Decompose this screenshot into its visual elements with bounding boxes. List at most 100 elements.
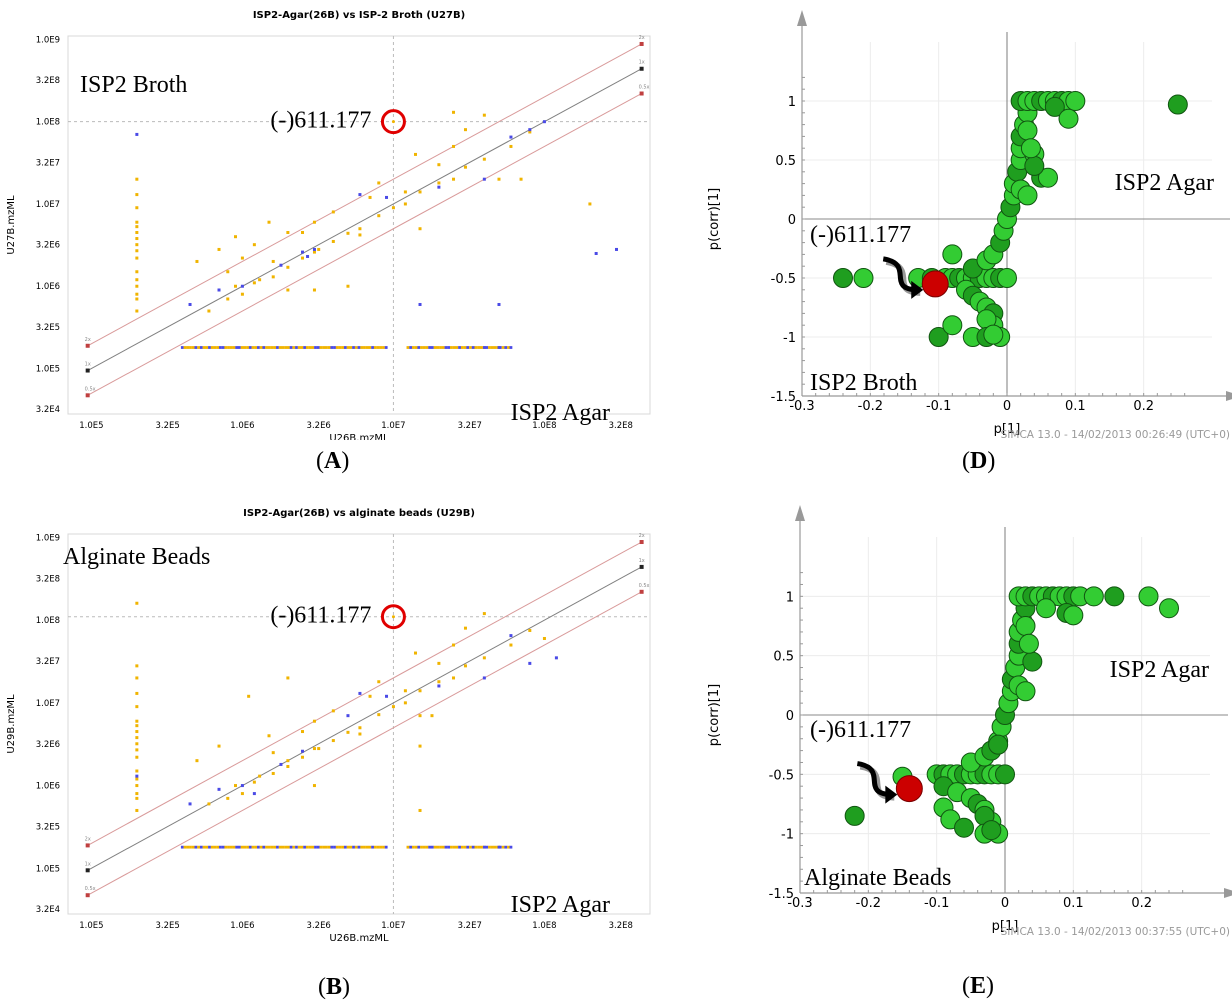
data-point (226, 796, 230, 800)
data-point (194, 346, 198, 349)
data-point (135, 664, 139, 668)
reference-marker (85, 393, 90, 398)
corner-label-bottom-left: ISP2 Broth (810, 370, 917, 396)
data-point (928, 327, 949, 347)
data-point (346, 845, 350, 849)
data-point (365, 845, 369, 849)
data-point (240, 784, 244, 788)
data-point (466, 845, 470, 849)
data-point (265, 845, 268, 849)
data-point (331, 709, 335, 713)
data-point (295, 346, 298, 349)
highlight-point (921, 270, 949, 298)
data-point (213, 845, 217, 849)
data-point (346, 714, 350, 718)
data-point (135, 730, 139, 734)
data-point (509, 144, 513, 148)
data-point (135, 774, 139, 778)
data-point (474, 845, 478, 849)
data-point (469, 845, 472, 849)
y-tick-label: -0.5 (771, 272, 796, 287)
data-point (542, 120, 546, 124)
data-point (488, 845, 491, 849)
data-point (358, 233, 362, 237)
data-point (463, 626, 467, 630)
data-point (358, 691, 362, 695)
data-point (1063, 605, 1084, 626)
data-point (279, 263, 283, 267)
data-point (528, 130, 532, 134)
data-point (135, 220, 139, 224)
x-tick-label: 0.1 (1063, 896, 1084, 911)
y-axis-label: p(corr)[1] (707, 684, 722, 746)
data-point (368, 195, 372, 199)
data-point (252, 281, 256, 285)
data-point (379, 845, 383, 849)
data-point (316, 845, 320, 849)
data-point (135, 742, 139, 746)
reference-marker (639, 91, 644, 96)
x-axis-arrow (1224, 888, 1232, 898)
y-axis-arrow (795, 505, 805, 521)
data-point (216, 845, 220, 849)
data-point (444, 346, 448, 349)
data-point (289, 845, 293, 849)
data-point (341, 346, 345, 349)
y-tick-label: 1 (788, 95, 796, 110)
data-point (1018, 633, 1039, 654)
data-point (300, 346, 304, 349)
data-point (452, 177, 456, 181)
data-point (341, 845, 345, 849)
data-point (1083, 586, 1104, 607)
data-point (1022, 651, 1043, 672)
panel-a: ISP2-Agar(26B) vs ISP-2 Broth (U27B) 2x 2x… (0, 0, 660, 480)
data-point (186, 346, 190, 349)
data-point (466, 346, 470, 349)
data-point (135, 193, 139, 197)
data-point (232, 346, 236, 349)
data-point (437, 680, 441, 684)
x-tick-label: 0.2 (1133, 399, 1154, 414)
data-point (135, 177, 139, 181)
data-point (428, 845, 432, 849)
x-tick-label: 3.2E5 (156, 421, 180, 431)
data-point (430, 845, 434, 849)
data-point (247, 694, 251, 698)
data-point (135, 808, 139, 812)
corner-label-right: ISP2 Agar (1110, 657, 1209, 683)
plot-frame (67, 35, 651, 415)
data-point (297, 346, 301, 349)
data-point (317, 747, 321, 751)
reference-marker (85, 843, 90, 848)
data-point (289, 346, 293, 349)
data-point (319, 346, 323, 349)
data-point (384, 845, 388, 849)
data-point (504, 346, 508, 349)
data-point (414, 845, 418, 849)
y-tick-label: -1 (783, 331, 796, 346)
reference-line-label: 2x (85, 337, 91, 343)
data-point (954, 817, 974, 838)
y-tick-label: 3.2E6 (36, 241, 60, 251)
data-point (497, 346, 501, 349)
data-point (191, 845, 195, 849)
x-tick-label: 1.0E5 (79, 421, 103, 431)
data-point (208, 346, 211, 349)
data-point (224, 845, 228, 849)
highlight-label: (-)611.177 (810, 717, 911, 743)
data-point (314, 346, 317, 349)
y-tick-label: 1.0E5 (36, 864, 60, 874)
data-point (363, 346, 366, 349)
x-tick-label: 1.0E5 (79, 921, 103, 931)
data-point (301, 755, 305, 759)
data-point (409, 346, 413, 349)
data-point (418, 302, 422, 306)
data-point (1017, 120, 1038, 141)
corner-label-bottom-right: ISP2 Agar (511, 400, 610, 426)
reference-line-label: 0.5x (85, 386, 96, 392)
data-point (135, 676, 139, 680)
data-point (135, 601, 139, 605)
data-point (360, 346, 364, 349)
data-point (243, 845, 247, 849)
data-point (377, 181, 381, 185)
